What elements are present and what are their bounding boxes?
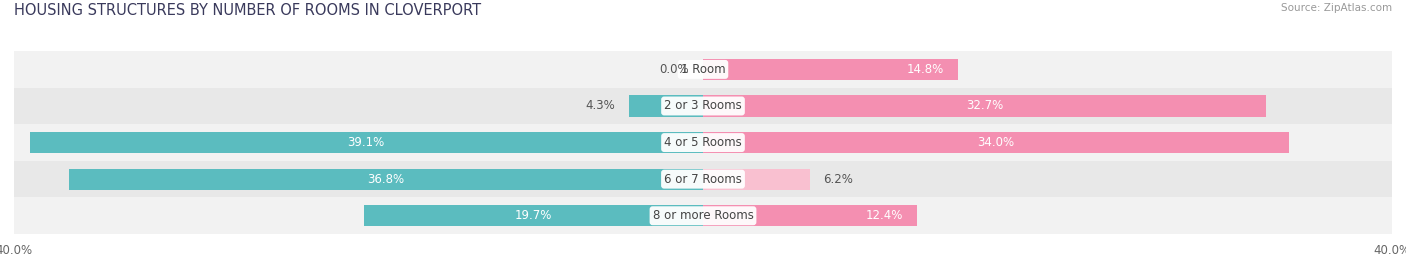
Bar (703, 59, 957, 80)
Text: HOUSING STRUCTURES BY NUMBER OF ROOMS IN CLOVERPORT: HOUSING STRUCTURES BY NUMBER OF ROOMS IN… (14, 3, 481, 18)
Bar (14, 161, 1392, 197)
Bar (364, 205, 703, 226)
Text: Source: ZipAtlas.com: Source: ZipAtlas.com (1281, 3, 1392, 13)
Text: 12.4%: 12.4% (866, 209, 903, 222)
Text: 1 Room: 1 Room (681, 63, 725, 76)
Bar (628, 95, 703, 116)
Text: 2 or 3 Rooms: 2 or 3 Rooms (664, 100, 742, 112)
Text: 4.3%: 4.3% (585, 100, 616, 112)
Bar (703, 205, 917, 226)
Text: 32.7%: 32.7% (966, 100, 1004, 112)
Text: 14.8%: 14.8% (907, 63, 945, 76)
Bar (14, 197, 1392, 234)
Text: 8 or more Rooms: 8 or more Rooms (652, 209, 754, 222)
Bar (703, 95, 1267, 116)
Text: 19.7%: 19.7% (515, 209, 553, 222)
Text: 4 or 5 Rooms: 4 or 5 Rooms (664, 136, 742, 149)
Bar (30, 132, 703, 153)
Text: 0.0%: 0.0% (659, 63, 689, 76)
Bar (14, 51, 1392, 88)
Text: 39.1%: 39.1% (347, 136, 385, 149)
Bar (14, 88, 1392, 124)
Text: 6.2%: 6.2% (824, 173, 853, 186)
Bar (69, 169, 703, 190)
Bar (703, 132, 1289, 153)
Text: 34.0%: 34.0% (977, 136, 1014, 149)
Bar (703, 169, 810, 190)
Bar (14, 124, 1392, 161)
Text: 6 or 7 Rooms: 6 or 7 Rooms (664, 173, 742, 186)
Text: 36.8%: 36.8% (367, 173, 405, 186)
